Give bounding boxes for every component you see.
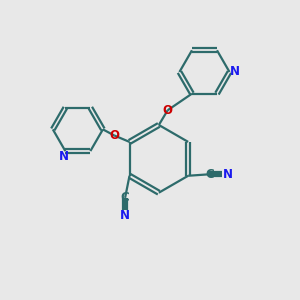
Text: N: N [59, 150, 69, 163]
Text: N: N [230, 65, 240, 79]
Text: C: C [121, 191, 130, 204]
Text: C: C [205, 168, 214, 181]
Text: N: N [223, 168, 233, 181]
Text: O: O [109, 129, 119, 142]
Text: O: O [163, 104, 173, 117]
Text: N: N [120, 209, 130, 222]
